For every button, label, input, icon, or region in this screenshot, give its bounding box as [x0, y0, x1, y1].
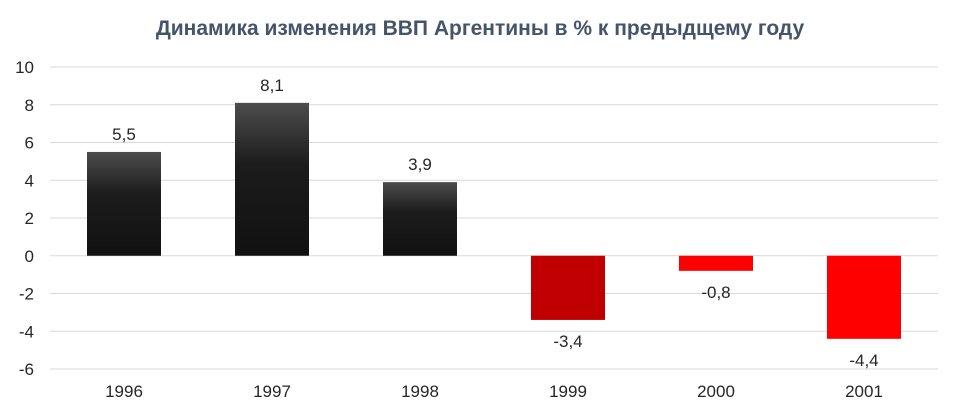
bars	[87, 102, 901, 339]
y-tick-label: -6	[19, 360, 34, 379]
data-labels: 5,5 8,1 3,9 -3,4 -0,8 -4,4	[112, 76, 878, 370]
x-category-label: 2000	[697, 382, 735, 401]
y-tick-label: 4	[25, 171, 34, 190]
data-label-1996: 5,5	[112, 125, 136, 144]
y-tick-label: 6	[25, 134, 34, 153]
y-axis-tick-labels: 10 8 6 4 2 0 -2 -4 -6	[15, 58, 34, 379]
y-tick-label: 2	[25, 209, 34, 228]
data-label-1998: 3,9	[408, 155, 432, 174]
y-tick-label: -4	[19, 322, 34, 341]
data-label-2001: -4,4	[849, 351, 878, 370]
bar-1997	[235, 102, 309, 256]
y-tick-label: 10	[15, 58, 34, 77]
bar-1999	[531, 255, 605, 320]
y-tick-label: 8	[25, 96, 34, 115]
x-category-label: 2001	[845, 382, 883, 401]
bar-2001	[827, 255, 901, 339]
y-tick-label: 0	[25, 247, 34, 266]
data-label-1999: -3,4	[553, 332, 582, 351]
bar-1998	[383, 182, 457, 256]
bar-2000	[679, 255, 753, 271]
x-category-label: 1999	[549, 382, 587, 401]
x-axis-category-labels: 1996 1997 1998 1999 2000 2001	[105, 382, 883, 401]
x-category-label: 1996	[105, 382, 143, 401]
y-tick-label: -2	[19, 285, 34, 304]
chart-title: Динамика изменения ВВП Аргентины в % к п…	[155, 17, 805, 40]
grid-lines	[50, 66, 938, 370]
data-label-1997: 8,1	[260, 76, 284, 95]
data-label-2000: -0,8	[701, 283, 730, 302]
x-category-label: 1997	[253, 382, 291, 401]
bar-1996	[87, 151, 161, 256]
x-category-label: 1998	[401, 382, 439, 401]
